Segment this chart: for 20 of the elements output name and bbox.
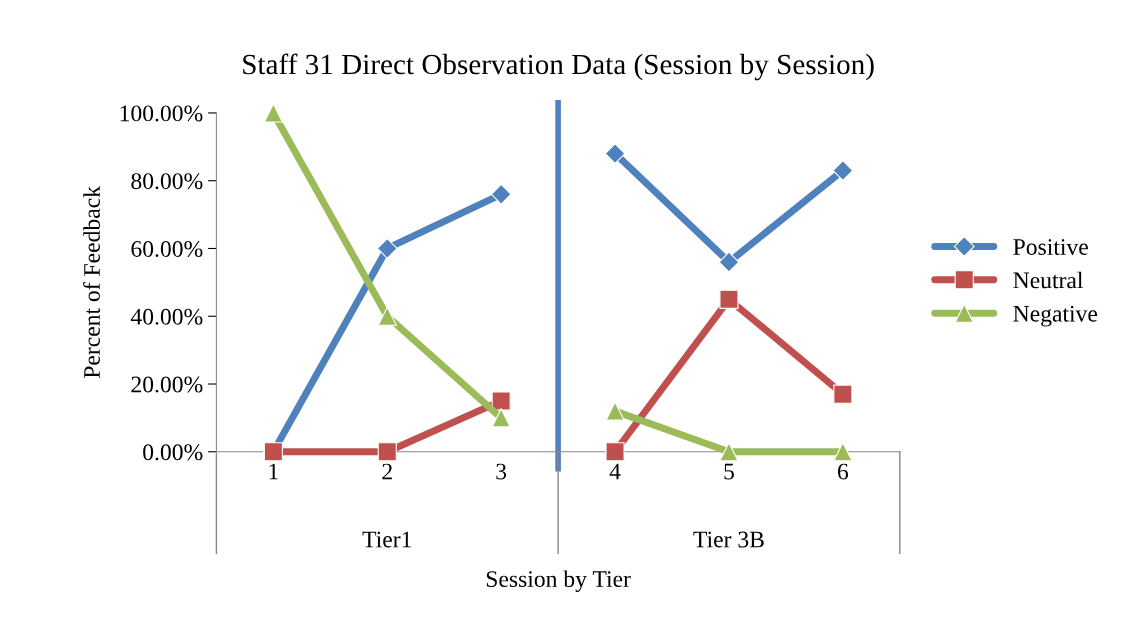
y-tick-label: 100.00% (120, 105, 203, 122)
text: Tier 3B (693, 531, 764, 548)
y-tick-label: 40.00% (130, 308, 203, 325)
legend-label: Negative (1013, 305, 1098, 327)
y-tick-label: 60.00% (131, 240, 203, 257)
y-tick-label: 0.00% (143, 444, 203, 461)
y-tick-label: 20.00% (131, 376, 203, 393)
y-tick-label: 80.00% (131, 173, 203, 190)
y-axis-title: Percent of Feedback (83, 185, 100, 379)
x-tick-label: 6 (837, 463, 849, 480)
text: Tier1 (362, 531, 411, 548)
x-tick-label: 1 (269, 463, 278, 480)
x-tick-label: 2 (382, 463, 392, 480)
legend-label: Neutral (1013, 271, 1083, 289)
x-tick-label: 3 (496, 463, 507, 480)
legend-label: Positive (1013, 239, 1088, 255)
x-axis-title: Session by Tier (486, 570, 631, 592)
x-tick-label: 4 (609, 463, 621, 480)
chart-title: Staff 31 Direct Observation Data (Session by Session) (243, 53, 874, 81)
x-tick-label: 5 (724, 463, 734, 480)
